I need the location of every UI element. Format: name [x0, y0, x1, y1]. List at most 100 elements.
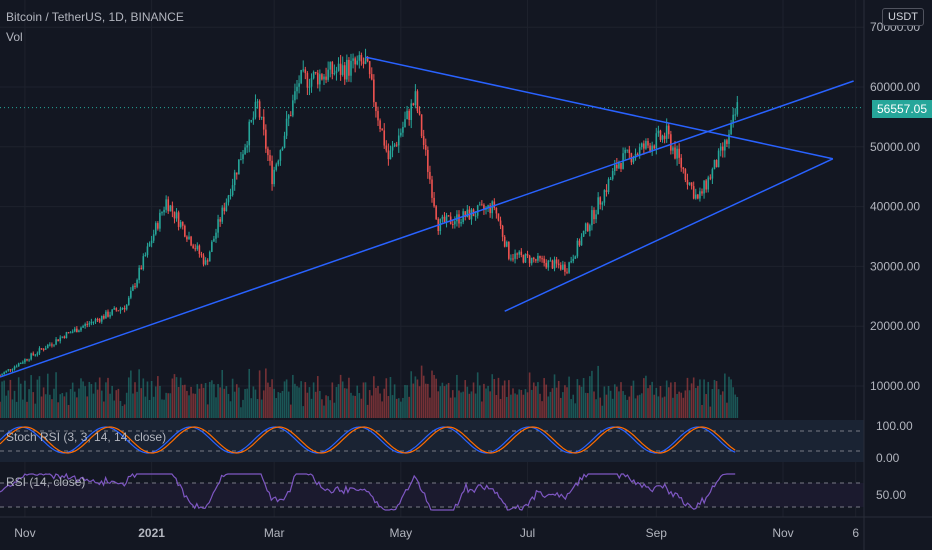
stoch-rsi-label[interactable]: Stoch RSI (3, 3, 14, 14, close)	[6, 430, 167, 444]
candle-body	[292, 100, 294, 116]
candle-body	[709, 177, 712, 179]
volume-bar	[337, 384, 340, 418]
candlesticks	[0, 48, 739, 377]
candle-body	[289, 115, 292, 117]
volume-bar	[53, 388, 55, 418]
candle-body	[113, 308, 116, 310]
volume-bar	[169, 393, 172, 418]
candle-body	[94, 319, 97, 322]
candle-body	[732, 114, 734, 124]
volume-bar	[373, 376, 375, 418]
candle-body	[84, 324, 86, 326]
volume-bar	[505, 396, 508, 418]
candle-body	[726, 140, 728, 144]
volume-bar	[495, 395, 498, 418]
candle-body	[9, 369, 12, 371]
volume-bar	[273, 388, 275, 418]
candle-body	[661, 135, 664, 140]
volume-bar	[140, 388, 143, 418]
candle-body	[165, 199, 167, 210]
candle-body	[645, 141, 647, 149]
candle-body	[0, 375, 1, 377]
volume-bar	[331, 382, 334, 418]
volume-bar	[400, 401, 402, 418]
volume-bar	[177, 387, 180, 418]
volume-bar	[427, 383, 429, 418]
candle-body	[171, 205, 174, 212]
volume-bar	[61, 393, 64, 418]
candle-body	[262, 116, 265, 130]
candle-body	[260, 116, 263, 118]
candle-body	[250, 120, 253, 122]
volume-bar	[281, 390, 284, 418]
volume-bar	[360, 398, 363, 418]
candle-body	[134, 285, 136, 287]
candle-body	[593, 210, 595, 220]
candle-body	[3, 372, 5, 375]
volume-bar	[314, 391, 317, 418]
volume-bar	[76, 397, 78, 418]
volume-bar	[601, 405, 604, 418]
price-axis-label: 20000.00	[870, 319, 920, 333]
candle-body	[512, 258, 514, 260]
volume-bar	[275, 398, 278, 418]
currency-badge[interactable]: USDT	[882, 8, 924, 26]
candle-body	[570, 261, 572, 263]
rsi-line	[0, 472, 736, 511]
candle-body	[117, 310, 120, 312]
volume-bar	[98, 377, 101, 418]
volume-bar	[711, 389, 714, 418]
candle-body	[217, 219, 219, 233]
rsi-label[interactable]: RSI (14, close)	[6, 475, 86, 489]
price-axis-label: 60000.00	[870, 80, 920, 94]
volume-bar	[609, 390, 612, 418]
volume-bars	[0, 365, 739, 418]
candle-body	[404, 119, 406, 128]
candle-body	[373, 79, 375, 103]
volume-bar	[154, 386, 157, 418]
candle-body	[294, 91, 296, 101]
volume-bar	[1, 381, 3, 418]
volume-bar	[616, 386, 618, 418]
volume-bar	[144, 396, 147, 418]
volume-bar	[487, 385, 489, 418]
volume-bar	[258, 370, 261, 418]
candle-body	[495, 207, 498, 214]
volume-bar	[159, 385, 161, 418]
candle-body	[435, 206, 437, 220]
candle-body	[389, 150, 392, 160]
candle-body	[40, 348, 43, 350]
volume-bar	[719, 394, 722, 418]
candle-body	[589, 225, 591, 232]
candle-body	[310, 78, 313, 87]
volume-bar	[734, 394, 737, 418]
candle-body	[576, 240, 579, 257]
candle-body	[705, 180, 707, 190]
candle-body	[379, 120, 381, 130]
candle-body	[605, 190, 608, 192]
volume-bar	[697, 385, 699, 418]
candle-body	[375, 102, 377, 112]
candle-body	[211, 241, 213, 252]
volume-bar	[352, 395, 354, 418]
volume-bar	[13, 390, 16, 418]
volume-bar	[566, 387, 568, 418]
candle-body	[304, 69, 307, 74]
volume-bar	[115, 390, 118, 418]
volume-bar	[634, 398, 637, 418]
candle-body	[127, 297, 130, 305]
candle-body	[383, 130, 386, 146]
volume-bar	[653, 394, 656, 418]
candle-body	[493, 201, 496, 208]
volume-bar	[233, 391, 236, 418]
volume-bar	[535, 386, 537, 418]
volume-bar	[113, 400, 116, 418]
volume-bar	[246, 388, 248, 418]
candle-body	[713, 159, 716, 170]
candle-body	[516, 253, 518, 255]
candle-body	[26, 359, 28, 361]
volume-bar	[418, 386, 421, 418]
volume-bar	[636, 395, 639, 418]
volume-bar	[549, 391, 552, 418]
